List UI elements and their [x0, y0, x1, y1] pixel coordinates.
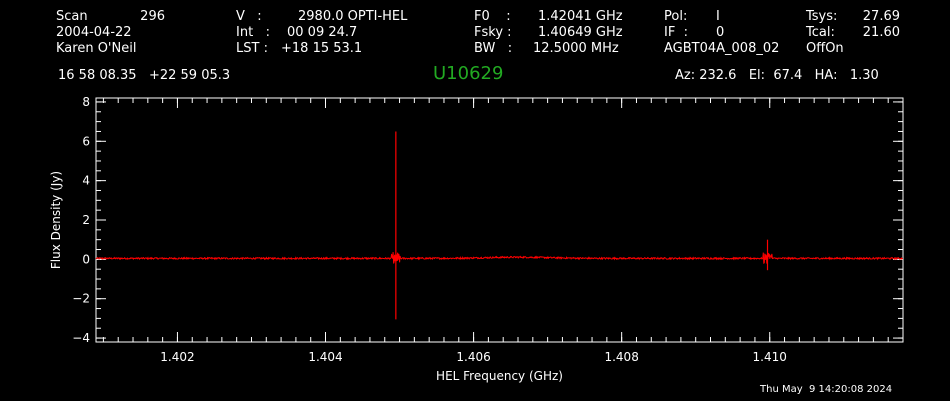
y-tick-label: 6 — [82, 134, 90, 148]
velocity-label: V : — [236, 9, 262, 24]
procedure-name: OffOn — [806, 41, 844, 56]
spectrum-spikes — [392, 131, 769, 320]
x-tick-label: 1.408 — [604, 350, 638, 364]
f0-label: F0 : — [474, 9, 511, 24]
x-axis-label: HEL Frequency (GHz) — [436, 369, 563, 383]
if-value: 0 — [716, 25, 725, 40]
plot-timestamp: Thu May 9 14:20:08 2024 — [760, 384, 893, 395]
spectrum-trace — [95, 252, 904, 264]
pol-value: I — [716, 9, 720, 24]
lst-value: +18 15 53.1 — [281, 41, 363, 56]
f0-value: 1.42041 GHz — [538, 9, 623, 24]
fsky-value: 1.40649 GHz — [538, 25, 623, 40]
integration-label: Int : — [236, 25, 270, 40]
ra-dec-coords: 16 58 08.35 +22 59 05.3 — [58, 68, 231, 83]
scan-label: Scan — [56, 9, 88, 24]
y-tick-label: −4 — [72, 331, 90, 345]
integration-value: 00 09 24.7 — [287, 25, 358, 40]
if-label: IF : — [664, 25, 688, 40]
y-tick-label: −2 — [72, 292, 90, 306]
x-tick-label: 1.410 — [753, 350, 787, 364]
velocity-value: 2980.0 OPTI-HEL — [298, 9, 408, 24]
tcal-value: 21.60 — [862, 25, 900, 40]
tsys-value: 27.69 — [862, 9, 900, 24]
lst-label: LST : — [236, 41, 268, 56]
scan-number: 296 — [140, 9, 165, 24]
observer-name: Karen O'Neil — [56, 41, 137, 56]
x-tick-label: 1.406 — [456, 350, 490, 364]
y-tick-label: 0 — [82, 252, 90, 266]
axis-tick-labels: 1.402 1.404 1.406 1.408 1.410 −4 −2 0 2 4 6 8 — [72, 95, 787, 364]
fsky-label: Fsky : — [474, 25, 512, 40]
y-axis-label: Flux Density (Jy) — [49, 171, 63, 269]
az-el-ha: Az: 232.6 El: 67.4 HA: 1.30 — [675, 68, 879, 83]
obs-date: 2004-04-22 — [56, 25, 132, 40]
source-name: U10629 — [433, 63, 504, 84]
x-tick-label: 1.402 — [160, 350, 194, 364]
y-tick-label: 2 — [82, 213, 90, 227]
tcal-label: Tcal: — [806, 25, 835, 40]
x-tick-label: 1.404 — [308, 350, 342, 364]
axis-ticks — [96, 98, 904, 342]
bw-label: BW : — [474, 41, 513, 56]
y-tick-label: 4 — [82, 174, 90, 188]
spike-marker — [392, 255, 399, 262]
tsys-label: Tsys: — [806, 9, 838, 24]
plot-frame — [95, 97, 904, 343]
pol-label: Pol: — [664, 9, 688, 24]
project-id: AGBT04A_008_02 — [664, 41, 780, 56]
y-tick-label: 8 — [82, 95, 90, 109]
bw-value: 12.5000 MHz — [533, 41, 619, 56]
